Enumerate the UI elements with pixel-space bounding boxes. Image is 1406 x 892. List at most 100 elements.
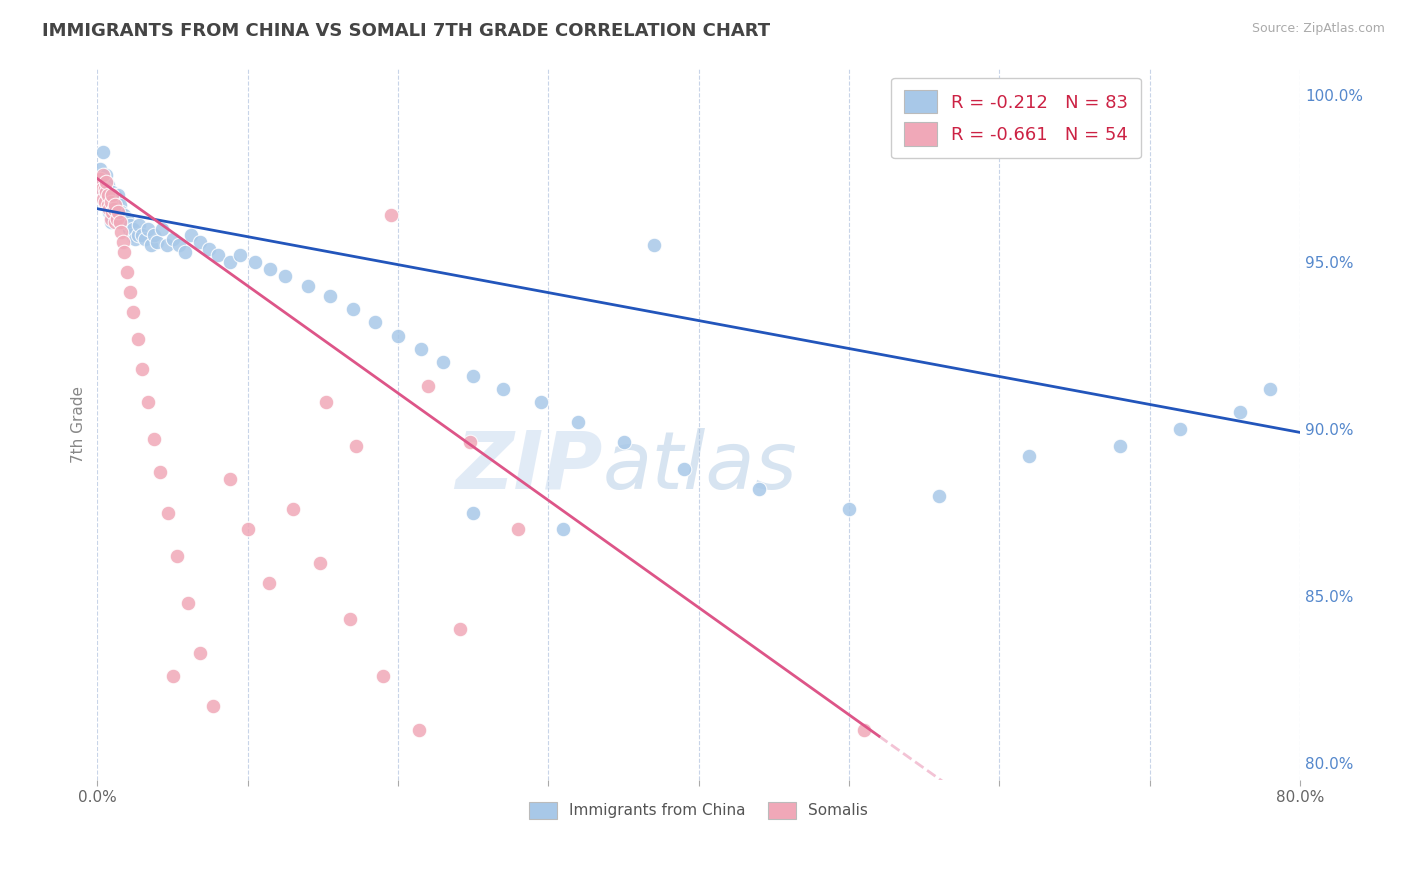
Point [94, 175, 117, 189]
Point [173, 245, 195, 260]
Point [128, 219, 150, 233]
Point [143, 228, 166, 243]
Point [118, 221, 141, 235]
Point [567, 416, 589, 430]
Point [108, 215, 131, 229]
Point [127, 228, 149, 243]
Point [131, 228, 153, 243]
Point [245, 255, 267, 269]
Point [98, 188, 121, 202]
Point [218, 472, 240, 486]
Point [96, 169, 118, 183]
Point [97, 198, 120, 212]
Point [1108, 439, 1130, 453]
Point [463, 368, 485, 383]
Point [98, 205, 121, 219]
Legend: Immigrants from China, Somalis: Immigrants from China, Somalis [523, 796, 875, 825]
Point [315, 395, 337, 409]
Point [257, 575, 280, 590]
Point [308, 556, 330, 570]
Point [342, 301, 364, 316]
Point [188, 235, 211, 249]
Point [105, 211, 128, 226]
Text: ZIP: ZIP [456, 428, 603, 506]
Point [458, 435, 481, 450]
Point [90, 182, 112, 196]
Point [339, 612, 361, 626]
Point [1018, 449, 1040, 463]
Point [143, 432, 166, 446]
Point [672, 462, 695, 476]
Point [387, 328, 409, 343]
Point [146, 235, 169, 249]
Point [105, 211, 128, 226]
Point [319, 288, 342, 302]
Point [115, 219, 138, 233]
Point [122, 305, 145, 319]
Point [97, 188, 120, 202]
Point [121, 228, 143, 243]
Point [89, 161, 111, 176]
Point [89, 171, 111, 186]
Point [274, 268, 297, 283]
Point [150, 221, 173, 235]
Point [107, 188, 129, 202]
Point [104, 198, 127, 212]
Point [94, 182, 117, 196]
Point [107, 205, 129, 219]
Point [1229, 405, 1251, 419]
Y-axis label: 7th Grade: 7th Grade [72, 385, 86, 463]
Point [748, 482, 770, 496]
Point [100, 195, 122, 210]
Text: atlas: atlas [603, 428, 797, 506]
Point [104, 188, 127, 202]
Point [104, 202, 127, 216]
Point [236, 522, 259, 536]
Point [93, 145, 115, 159]
Point [117, 265, 139, 279]
Point [111, 215, 134, 229]
Point [134, 232, 156, 246]
Point [508, 522, 530, 536]
Point [100, 215, 122, 229]
Point [97, 178, 120, 193]
Point [98, 202, 121, 216]
Point [492, 382, 515, 396]
Point [101, 205, 124, 219]
Point [553, 522, 575, 536]
Point [103, 205, 125, 219]
Point [166, 549, 188, 563]
Point [110, 225, 132, 239]
Point [176, 596, 198, 610]
Point [103, 202, 125, 216]
Point [218, 255, 240, 269]
Point [408, 723, 430, 737]
Point [93, 169, 115, 183]
Point [344, 439, 367, 453]
Point [96, 182, 118, 196]
Point [101, 211, 124, 226]
Point [463, 506, 485, 520]
Point [207, 248, 229, 262]
Point [104, 215, 127, 229]
Point [97, 195, 120, 210]
Point [409, 342, 432, 356]
Text: IMMIGRANTS FROM CHINA VS SOMALI 7TH GRADE CORRELATION CHART: IMMIGRANTS FROM CHINA VS SOMALI 7TH GRAD… [42, 22, 770, 40]
Point [94, 192, 117, 206]
Point [141, 238, 163, 252]
Point [167, 238, 190, 252]
Point [112, 208, 135, 222]
Point [90, 171, 112, 186]
Point [100, 211, 122, 226]
Point [197, 242, 219, 256]
Point [162, 232, 184, 246]
Point [131, 362, 153, 376]
Point [120, 219, 142, 233]
Point [124, 232, 146, 246]
Point [202, 699, 225, 714]
Point [108, 211, 131, 226]
Point [1168, 422, 1191, 436]
Point [432, 355, 454, 369]
Point [364, 315, 387, 329]
Point [928, 489, 950, 503]
